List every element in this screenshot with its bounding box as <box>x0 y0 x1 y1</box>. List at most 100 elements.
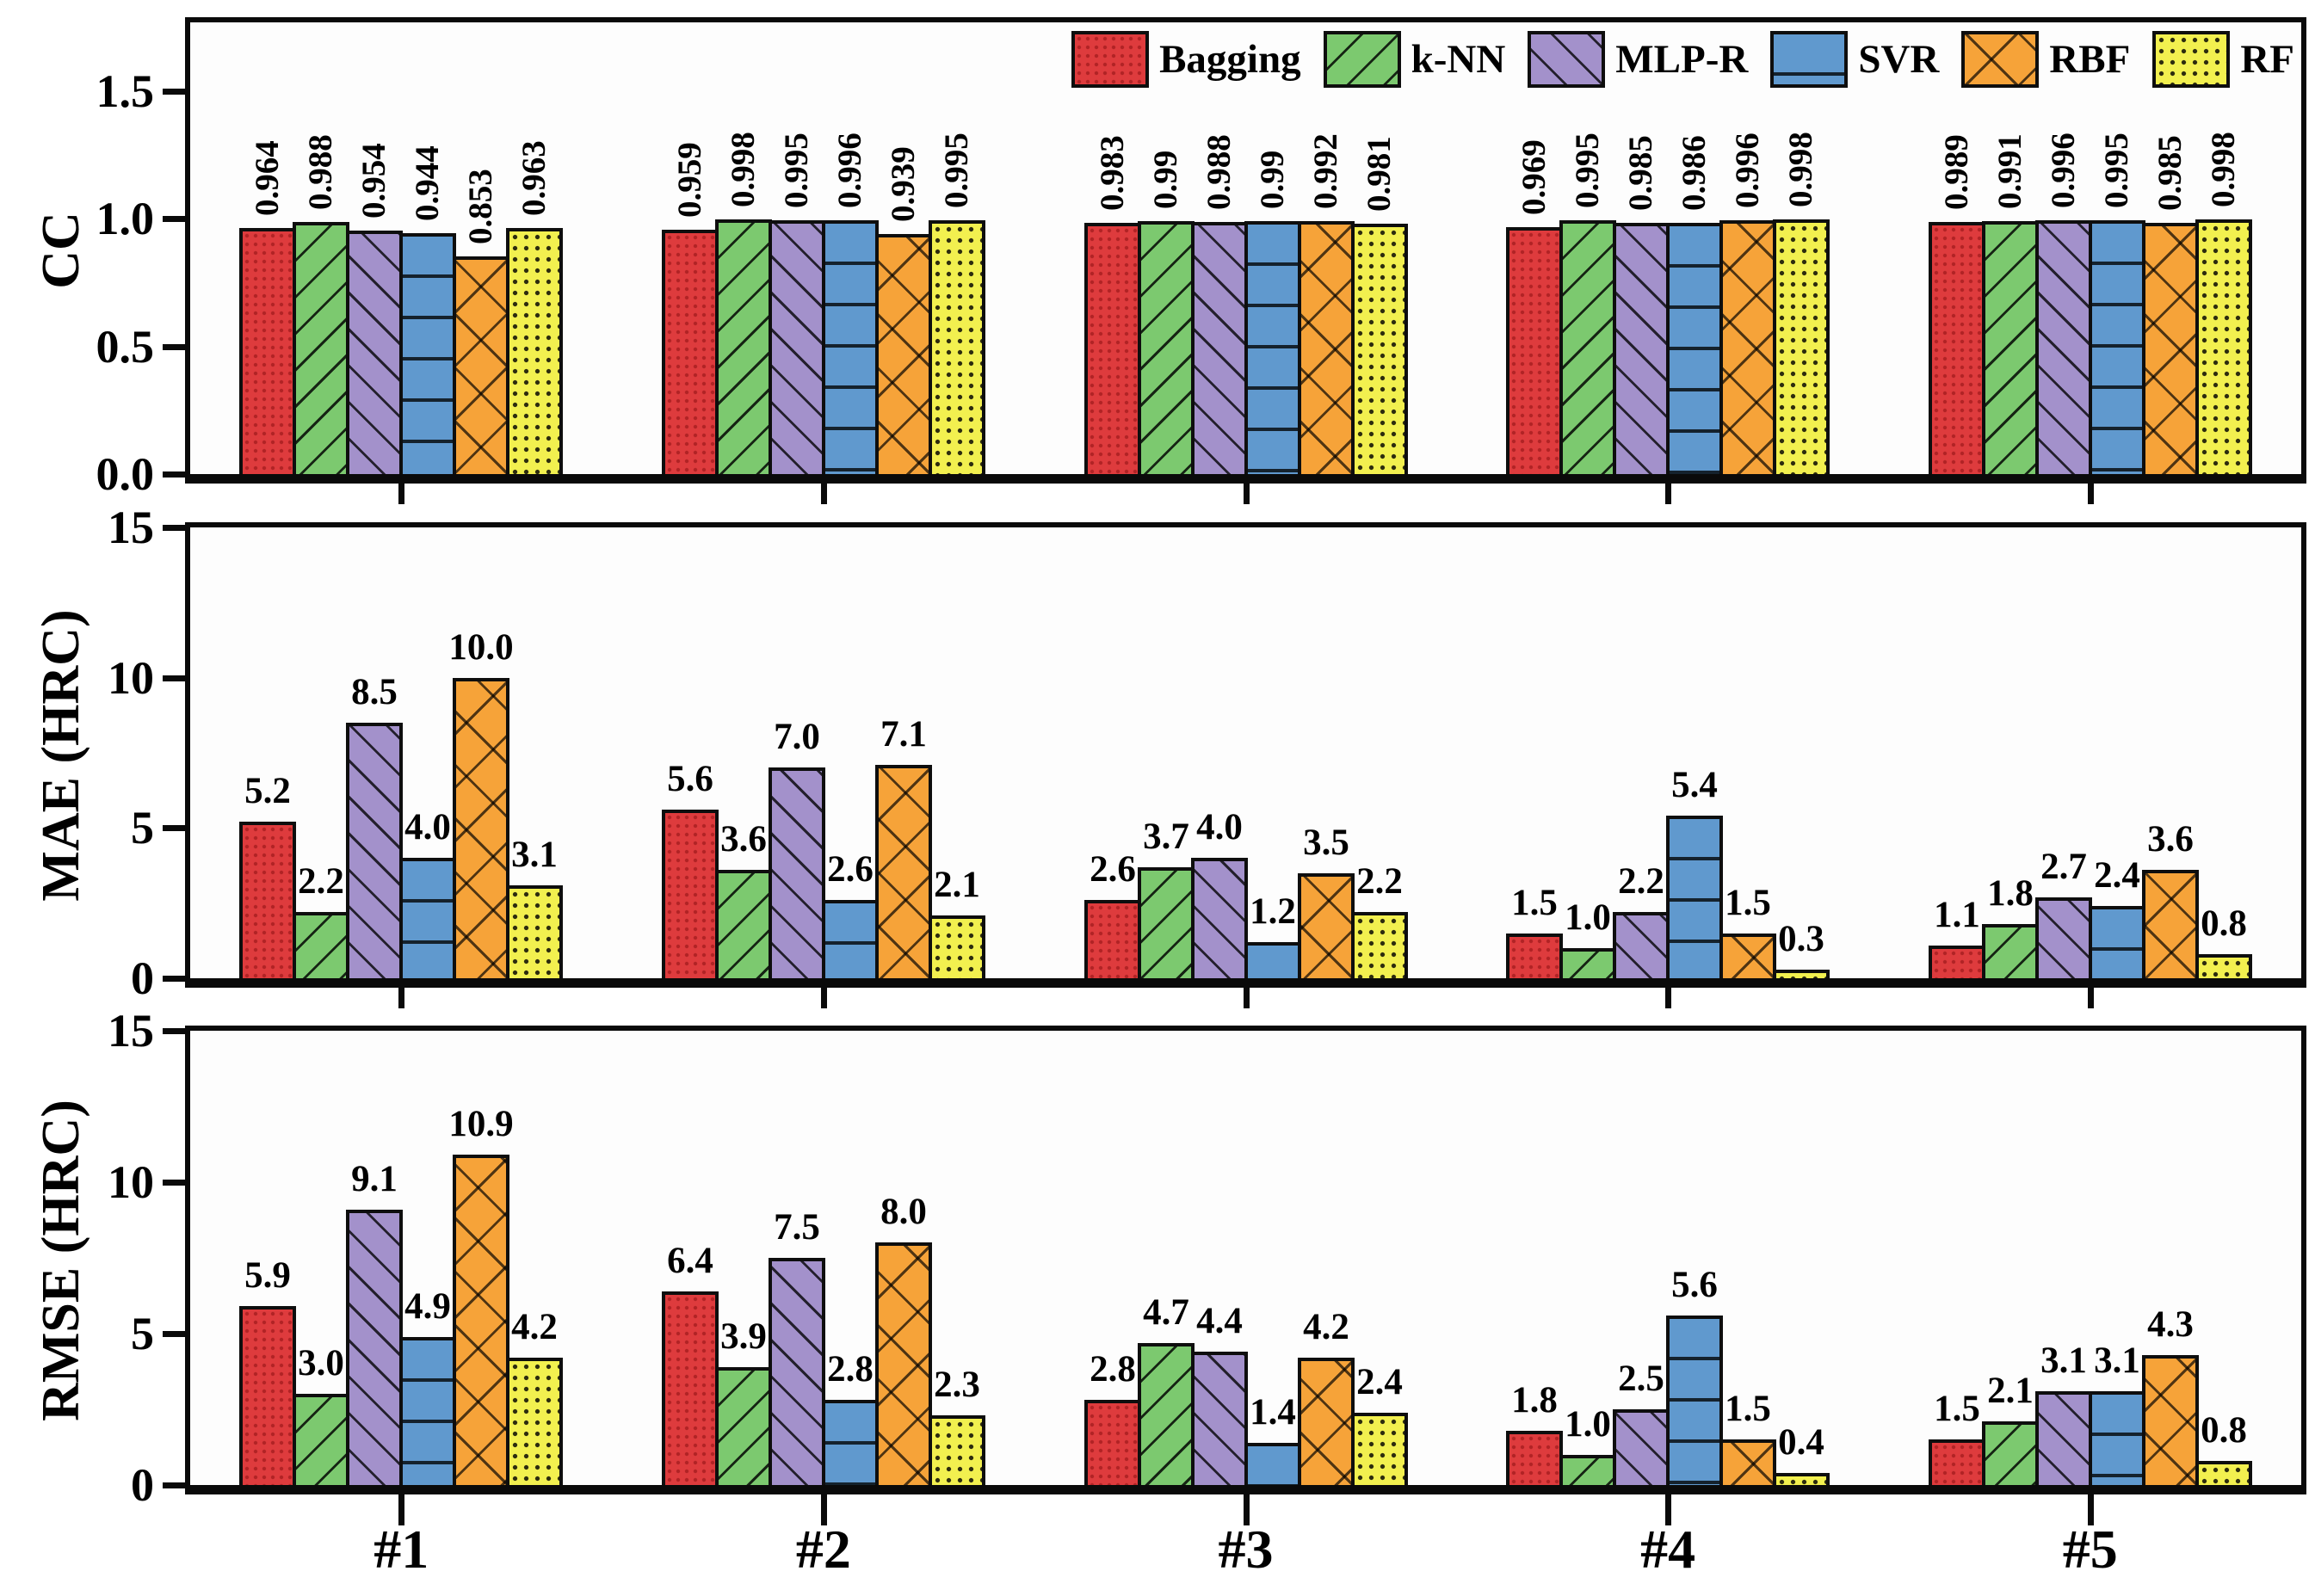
y-tick-mark <box>163 1180 185 1186</box>
x-tick-mark <box>1665 1494 1672 1525</box>
bar-mlp-r-2 <box>769 1258 825 1485</box>
bar-value-label: 0.8 <box>2201 1410 2247 1451</box>
bar-mlp-r-1 <box>346 231 403 474</box>
bar-rf-4 <box>1773 970 1830 978</box>
bar-rbf-2 <box>875 1242 932 1485</box>
bar-k-nn-2 <box>715 219 772 474</box>
bar-value-label: 2.8 <box>1090 1349 1136 1390</box>
bar-svr-4 <box>1666 816 1723 978</box>
bar-svr-2 <box>822 220 879 474</box>
bar-rf-3 <box>1351 224 1408 474</box>
legend-item-bagging: Bagging <box>1071 31 1301 88</box>
bar-value-label: 0.99 <box>1254 150 1291 209</box>
bar-value-label: 3.9 <box>720 1316 767 1357</box>
bar-value-label: 3.5 <box>1303 823 1349 863</box>
bar-value-label: 0.4 <box>1778 1422 1824 1463</box>
bar-value-label: 6.4 <box>667 1241 713 1281</box>
bar-k-nn-4 <box>1559 220 1616 474</box>
bar-value-label: 0.959 <box>671 142 708 218</box>
bar-value-label: 0.998 <box>2205 132 2242 207</box>
plot-area-mae: 5.2 2.2 8.5 4.0 10.0 3.1 5.6 3.6 7.0 2.6 7.1 2.1 2.6… <box>190 527 2301 978</box>
bar-value-label: 2.2 <box>1356 861 1403 902</box>
bar-value-label: 1.5 <box>1511 883 1558 923</box>
x-category-label: #4 <box>1640 1519 1696 1580</box>
bar-value-label: 2.5 <box>1618 1359 1664 1399</box>
bar-value-label: 1.5 <box>1725 883 1771 923</box>
bar-bagging-2 <box>662 230 719 474</box>
bar-value-label: 3.1 <box>511 835 558 875</box>
bar-value-label: 0.988 <box>1201 134 1238 210</box>
bar-value-label: 4.0 <box>404 807 451 847</box>
x-tick-mark <box>398 1494 405 1525</box>
bar-rbf-5 <box>2142 870 2199 978</box>
legend-label: RBF <box>2049 37 2131 82</box>
bar-value-label: 8.5 <box>351 672 398 712</box>
bar-value-label: 9.1 <box>351 1159 398 1199</box>
legend-item-k-nn: k-NN <box>1323 31 1506 88</box>
bar-k-nn-4 <box>1559 948 1616 978</box>
x-tick-mark <box>1243 1494 1250 1525</box>
bar-mlp-r-5 <box>2035 897 2092 978</box>
bar-value-label: 0.995 <box>2098 132 2135 208</box>
svr-swatch-icon <box>1770 31 1849 88</box>
bar-rbf-4 <box>1719 934 1776 978</box>
bar-mlp-r-2 <box>769 220 825 474</box>
x-category-label: #1 <box>373 1519 429 1580</box>
bar-value-label: 0.998 <box>725 132 762 207</box>
bar-value-label: 2.1 <box>1987 1371 2034 1411</box>
bar-rbf-2 <box>875 234 932 474</box>
bar-k-nn-5 <box>1982 924 2039 978</box>
legend-item-svr: SVR <box>1770 31 1939 88</box>
bar-value-label: 0.998 <box>1782 132 1819 207</box>
bar-value-label: 0.981 <box>1361 136 1398 212</box>
y-tick-mark <box>163 471 185 478</box>
bar-value-label: 3.0 <box>298 1343 344 1383</box>
bar-svr-5 <box>2089 906 2145 978</box>
plot-area-rmse: 5.9 3.0 9.1 4.9 10.9 4.2 6.4 3.9 7.5 2.8 8.0 2.3 2.8… <box>190 1031 2301 1485</box>
bar-bagging-1 <box>239 822 296 978</box>
bar-rbf-5 <box>2142 223 2199 474</box>
panel-cc: 0.964 0.988 0.954 0.944 0.853 0.963 0.959 0.998… <box>185 17 2306 484</box>
bar-bagging-4 <box>1506 227 1563 474</box>
bar-svr-2 <box>822 1400 879 1485</box>
bar-rf-5 <box>2195 1461 2252 1485</box>
bar-value-label: 3.6 <box>720 819 767 860</box>
x-tick-mark <box>398 988 405 1008</box>
bar-value-label: 2.1 <box>934 865 980 905</box>
x-tick-mark <box>820 484 827 504</box>
bar-svr-3 <box>1244 221 1301 474</box>
y-tick-label: 10 <box>108 651 154 704</box>
bar-value-label: 2.7 <box>2040 847 2087 887</box>
bar-value-label: 1.0 <box>1565 1404 1611 1445</box>
y-tick-mark <box>163 976 185 982</box>
bar-k-nn-2 <box>715 870 772 978</box>
y-tick-label: 0.0 <box>96 448 155 500</box>
bar-value-label: 4.7 <box>1143 1292 1189 1333</box>
bar-value-label: 3.1 <box>2040 1340 2087 1381</box>
bar-svr-3 <box>1244 942 1301 978</box>
bar-rbf-5 <box>2142 1355 2199 1485</box>
x-tick-mark <box>1665 988 1672 1008</box>
bar-value-label: 0.986 <box>1676 135 1713 211</box>
legend-label: k-NN <box>1411 37 1506 82</box>
bar-bagging-1 <box>239 228 296 474</box>
bar-value-label: 0.992 <box>1307 133 1344 209</box>
bar-value-label: 1.0 <box>1565 897 1611 938</box>
bar-value-label: 4.2 <box>1303 1307 1349 1347</box>
bar-rbf-1 <box>453 678 509 978</box>
y-tick-label: 15 <box>108 502 154 553</box>
bar-value-label: 0.996 <box>831 132 868 208</box>
bar-mlp-r-5 <box>2035 220 2092 474</box>
bar-k-nn-4 <box>1559 1455 1616 1485</box>
bar-value-label: 0.995 <box>1569 132 1606 208</box>
y-tick-mark <box>163 825 185 832</box>
bar-value-label: 4.0 <box>1196 807 1243 847</box>
legend-label: SVR <box>1858 37 1940 82</box>
bar-value-label: 0.3 <box>1778 919 1824 959</box>
y-tick-label: 1.0 <box>96 193 155 245</box>
y-tick-label: 5 <box>131 802 154 854</box>
bar-value-label: 0.996 <box>1729 132 1766 208</box>
bagging-swatch-icon <box>1071 31 1150 88</box>
bar-mlp-r-5 <box>2035 1391 2092 1485</box>
bar-value-label: 4.4 <box>1196 1301 1243 1341</box>
